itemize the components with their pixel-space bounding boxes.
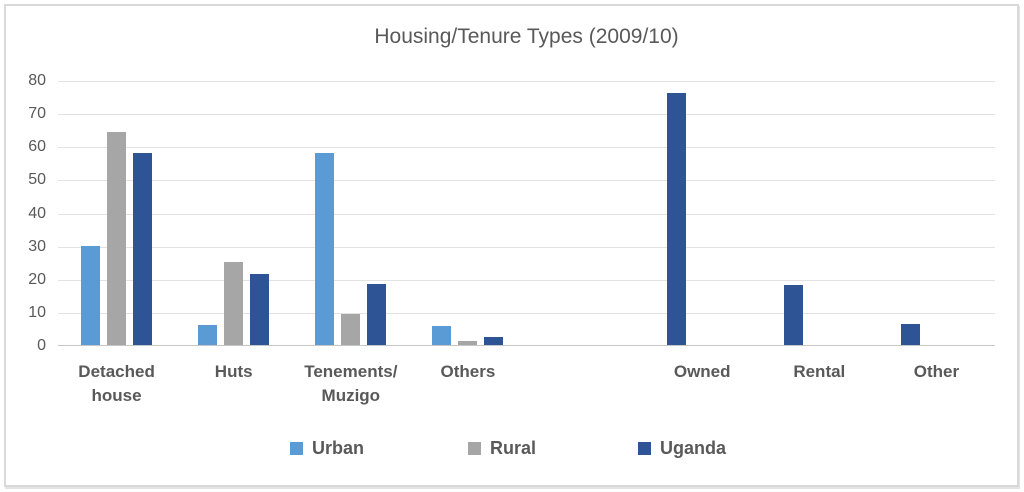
- y-axis-tick-label: 30: [28, 237, 46, 255]
- bar-huts-uganda: [250, 273, 270, 345]
- y-axis-tick-label: 0: [37, 337, 46, 354]
- legend-label-rural: Rural: [490, 437, 537, 458]
- legend-item-uganda: Uganda: [638, 436, 726, 460]
- legend-item-rural: Rural: [468, 436, 536, 460]
- category-label-tenements-muzigo: Tenements/Muzigo: [304, 362, 398, 405]
- gridline: [58, 81, 995, 82]
- y-axis-tick-label: 70: [28, 105, 46, 123]
- y-axis-tick-label: 80: [28, 72, 46, 89]
- legend-item-urban: Urban: [290, 436, 364, 460]
- chart-title: Housing/Tenure Types (2009/10): [374, 25, 679, 48]
- legend-label-urban: Urban: [312, 437, 365, 458]
- y-axis-tick-label: 20: [28, 270, 46, 288]
- category-axis: Detached house Huts Tenements/Muzigo Others O…: [58, 360, 995, 416]
- bar-tenements-muzigo-rural: [341, 314, 361, 345]
- category-label-others: Others: [440, 362, 496, 381]
- legend-swatch-rural-icon: [468, 441, 481, 455]
- gridline: [58, 246, 995, 248]
- bar-detached-house-urban: [81, 245, 101, 345]
- legend-swatch-urban-icon: [290, 441, 303, 455]
- bar-huts-urban: [198, 325, 218, 345]
- y-axis-tick-label: 10: [28, 303, 46, 321]
- legend: Urban Rural Uganda: [0, 436, 1024, 460]
- bar-owned-uganda: [666, 93, 686, 345]
- bar-tenements-muzigo-uganda: [367, 283, 387, 345]
- gridline: [58, 312, 995, 314]
- bar-detached-house-uganda: [133, 152, 153, 345]
- legend-label-uganda: Uganda: [660, 437, 727, 458]
- bar-huts-rural: [224, 262, 244, 345]
- gridline: [58, 213, 995, 215]
- legend-swatch-uganda-icon: [638, 441, 651, 455]
- gridline: [58, 279, 995, 281]
- bar-rental-uganda: [783, 285, 803, 345]
- bar-others-uganda: [484, 337, 504, 345]
- bar-tenements-muzigo-urban: [315, 152, 335, 345]
- gridline: [58, 147, 995, 149]
- bar-others-urban: [432, 325, 452, 345]
- chart-frame: [4, 4, 1019, 487]
- x-axis-line: [58, 345, 995, 346]
- category-label-huts: Huts: [214, 362, 253, 381]
- bar-detached-house-rural: [107, 131, 127, 345]
- gridline: [58, 114, 995, 116]
- y-axis-tick-label: 40: [28, 204, 46, 222]
- category-label-rental: Rental: [793, 362, 846, 381]
- bar-other-uganda: [900, 324, 920, 345]
- category-label-other: Other: [913, 362, 960, 381]
- plot-area: [58, 81, 995, 346]
- bar-others-rural: [458, 341, 478, 345]
- category-label-owned: Owned: [673, 362, 731, 381]
- category-label-detached-house: Detached house: [78, 362, 155, 405]
- gridline: [58, 180, 995, 182]
- y-axis-tick-label: 50: [28, 171, 46, 189]
- y-axis-tick-label: 60: [28, 138, 46, 156]
